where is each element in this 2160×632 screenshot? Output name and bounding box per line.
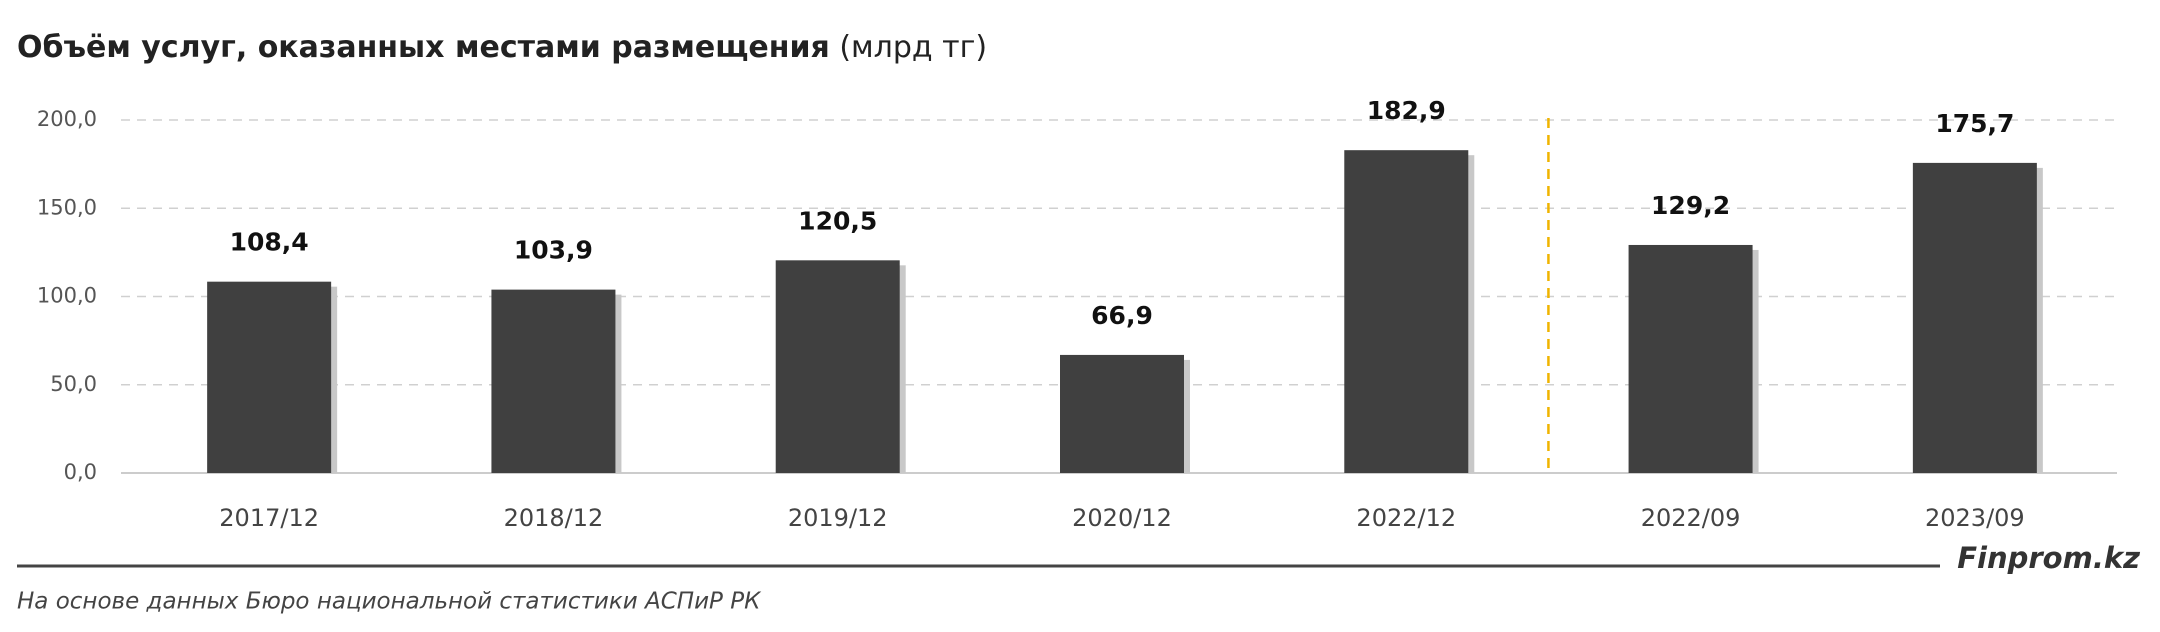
y-tick-label: 100,0 [37, 284, 97, 308]
y-tick-label: 50,0 [50, 372, 97, 396]
value-label: 129,2 [1651, 191, 1730, 220]
bar [491, 289, 616, 473]
brand: Finprom.kz [1957, 541, 2140, 575]
y-tick-label: 0,0 [64, 460, 97, 484]
bar [1628, 244, 1753, 473]
x-tick-label: 2018/12 [504, 504, 604, 532]
value-label: 108,4 [230, 228, 309, 257]
value-label: 182,9 [1367, 96, 1446, 125]
value-label: 120,5 [798, 206, 877, 235]
bar [775, 260, 900, 473]
value-label: 103,9 [514, 236, 593, 265]
bar [207, 281, 332, 473]
y-tick-label: 150,0 [37, 195, 97, 219]
chart-unit: (млрд тг) [839, 30, 987, 65]
value-label: 66,9 [1091, 301, 1153, 330]
bar [1060, 354, 1184, 473]
chart-title: Объём услуг, оказанных местами размещени… [17, 30, 830, 65]
y-tick-label: 200,0 [37, 107, 97, 131]
x-tick-label: 2020/12 [1072, 504, 1172, 532]
x-tick-label: 2017/12 [219, 504, 319, 532]
x-tick-label: 2023/09 [1925, 504, 2025, 532]
value-label: 175,7 [1935, 109, 2014, 138]
bar [1912, 162, 2037, 473]
source-note: На основе данных Бюро национальной стати… [17, 589, 762, 615]
chart-title-group: Объём услуг, оказанных местами размещени… [17, 30, 987, 65]
x-tick-label: 2022/09 [1641, 504, 1741, 532]
x-tick-label: 2019/12 [788, 504, 888, 532]
x-tick-label: 2022/12 [1356, 504, 1456, 532]
bar [1344, 150, 1469, 473]
